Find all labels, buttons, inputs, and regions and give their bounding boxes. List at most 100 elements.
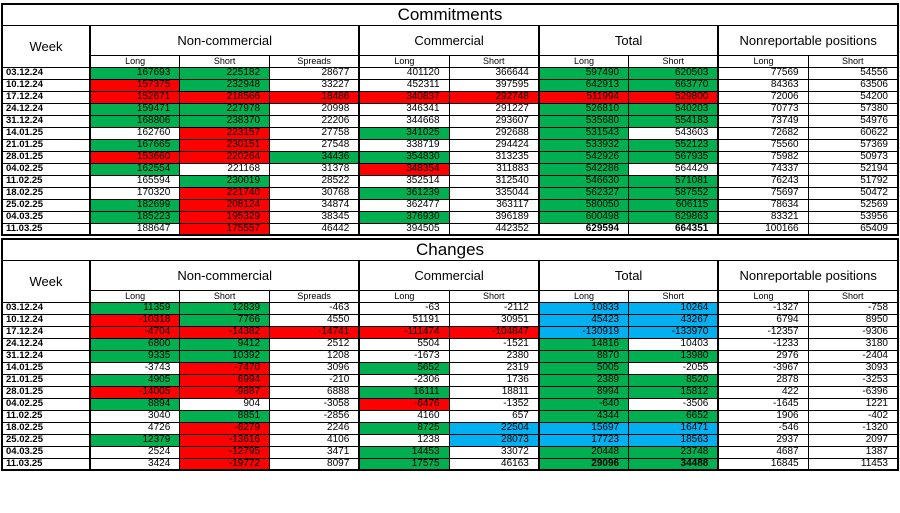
week-label: 18.02.25 <box>1 421 91 435</box>
value-cell: 31378 <box>269 162 361 176</box>
commitments-body: 03.12.24 167693 225182 28677 401120 366644 597… <box>1 66 899 236</box>
value-cell: 293607 <box>448 114 540 128</box>
value-cell: 54200 <box>807 90 899 104</box>
week-label: 18.02.25 <box>1 186 91 200</box>
value-cell: 78634 <box>717 198 809 212</box>
week-label: 11.03.25 <box>1 457 91 471</box>
value-cell: -9887 <box>179 385 271 399</box>
value-cell: 341025 <box>358 126 450 140</box>
value-cell: -3743 <box>89 361 181 375</box>
table-row: 25.02.25 12379 -13616 4106 1238 28073 17723 185… <box>1 433 899 447</box>
subheader-short: Short <box>179 54 271 68</box>
value-cell: 2937 <box>717 433 809 447</box>
value-cell: 159471 <box>89 102 181 116</box>
value-cell: -111474 <box>358 325 450 339</box>
value-cell: 30768 <box>269 186 361 200</box>
value-cell: -1233 <box>717 337 809 351</box>
value-cell: 535680 <box>538 114 630 128</box>
table-row: 21.01.25 167665 230151 27548 338719 294424 533… <box>1 138 899 152</box>
value-cell: 65409 <box>807 222 899 236</box>
table-title: Commitments <box>1 3 899 26</box>
value-cell: 75982 <box>717 150 809 164</box>
value-cell: -10318 <box>89 313 181 327</box>
value-cell: 2097 <box>807 433 899 447</box>
value-cell: 3093 <box>807 361 899 375</box>
table-row: 03.12.24 11359 12839 -463 -63 -2112 10833 10264… <box>1 301 899 315</box>
table-row: 04.02.25 8894 904 -3058 -6476 -1352 -640 -3506-… <box>1 397 899 411</box>
value-cell: 422 <box>717 385 809 399</box>
value-cell: -6396 <box>807 385 899 399</box>
week-label: 21.01.25 <box>1 138 91 152</box>
table-row: 04.02.25 162554 221168 31378 348354 311883 542… <box>1 162 899 176</box>
value-cell: 22206 <box>269 114 361 128</box>
subheader-long: Long <box>358 289 450 303</box>
value-cell: 8994 <box>538 385 630 399</box>
week-label: 17.12.24 <box>1 325 91 339</box>
value-cell: 542286 <box>538 162 630 176</box>
value-cell: 10392 <box>179 349 271 363</box>
value-cell: 363117 <box>448 198 540 212</box>
value-cell: 76243 <box>717 174 809 188</box>
subheader-long: Long <box>717 54 809 68</box>
value-cell: 7766 <box>179 313 271 327</box>
value-cell: 157375 <box>89 78 181 92</box>
value-cell: 10264 <box>628 301 720 315</box>
value-cell: 11359 <box>89 301 181 315</box>
value-cell: -1521 <box>448 337 540 351</box>
value-cell: 664351 <box>628 222 720 236</box>
value-cell: 14453 <box>358 445 450 459</box>
value-cell: 9412 <box>179 337 271 351</box>
value-cell: 552123 <box>628 138 720 152</box>
value-cell: 15812 <box>628 385 720 399</box>
value-cell: 13980 <box>628 349 720 363</box>
value-cell: 620503 <box>628 66 720 80</box>
value-cell: 18563 <box>628 433 720 447</box>
subheader-short: Short <box>807 289 899 303</box>
value-cell: 16111 <box>358 385 450 399</box>
report-container: Commitments Week Non-commercial Commerci… <box>1 3 899 471</box>
value-cell: 18486 <box>269 90 361 104</box>
value-cell: 531543 <box>538 126 630 140</box>
changes-body: 03.12.24 11359 12839 -463 -63 -2112 10833 10264… <box>1 301 899 471</box>
value-cell: -2112 <box>448 301 540 315</box>
value-cell: 554183 <box>628 114 720 128</box>
value-cell: 452311 <box>358 78 450 92</box>
value-cell: -63 <box>358 301 450 315</box>
table-row: 31.12.24 168806 238370 22206 344668 293607 535… <box>1 114 899 128</box>
value-cell: 629863 <box>628 210 720 224</box>
value-cell: 2524 <box>89 445 181 459</box>
value-cell: 587552 <box>628 186 720 200</box>
commitments-header: Commitments Week Non-commercial Commerci… <box>1 3 899 68</box>
value-cell: 182699 <box>89 198 181 212</box>
group-header-nonreportable: Nonreportable positions <box>717 24 899 56</box>
group-header-nonreportable: Nonreportable positions <box>717 259 899 291</box>
value-cell: 9335 <box>89 349 181 363</box>
value-cell: 51191 <box>358 313 450 327</box>
table-row: 03.12.24 167693 225182 28677 401120 366644 597… <box>1 66 899 80</box>
value-cell: -1352 <box>448 397 540 411</box>
value-cell: 5652 <box>358 361 450 375</box>
table-row: 14.01.25 162760 223157 27758 341025 292688 531… <box>1 126 899 140</box>
subheader-short: Short <box>448 289 540 303</box>
week-label: 24.12.24 <box>1 337 91 351</box>
table-row: 18.02.25 4726 -8279 2246 8725 22504 15697 16471… <box>1 421 899 435</box>
value-cell: 16471 <box>628 421 720 435</box>
table-row: 10.12.24 157375 232948 33227 452311 397595 642… <box>1 78 899 92</box>
value-cell: -104847 <box>448 325 540 339</box>
value-cell: -13616 <box>179 433 271 447</box>
value-cell: 571081 <box>628 174 720 188</box>
value-cell: 361239 <box>358 186 450 200</box>
table-row: 24.12.24 6800 9412 2512 5504 -1521 14816 10403-… <box>1 337 899 351</box>
value-cell: 18811 <box>448 385 540 399</box>
value-cell: 529800 <box>628 90 720 104</box>
table-row: 31.12.24 9335 10392 1208 -1673 2380 8870 13980 2… <box>1 349 899 363</box>
value-cell: 38345 <box>269 210 361 224</box>
value-cell: 72682 <box>717 126 809 140</box>
value-cell: 1387 <box>807 445 899 459</box>
value-cell: 53956 <box>807 210 899 224</box>
value-cell: 1221 <box>807 397 899 411</box>
value-cell: 344668 <box>358 114 450 128</box>
value-cell: 346341 <box>358 102 450 116</box>
value-cell: 312540 <box>448 174 540 188</box>
value-cell: 291227 <box>448 102 540 116</box>
